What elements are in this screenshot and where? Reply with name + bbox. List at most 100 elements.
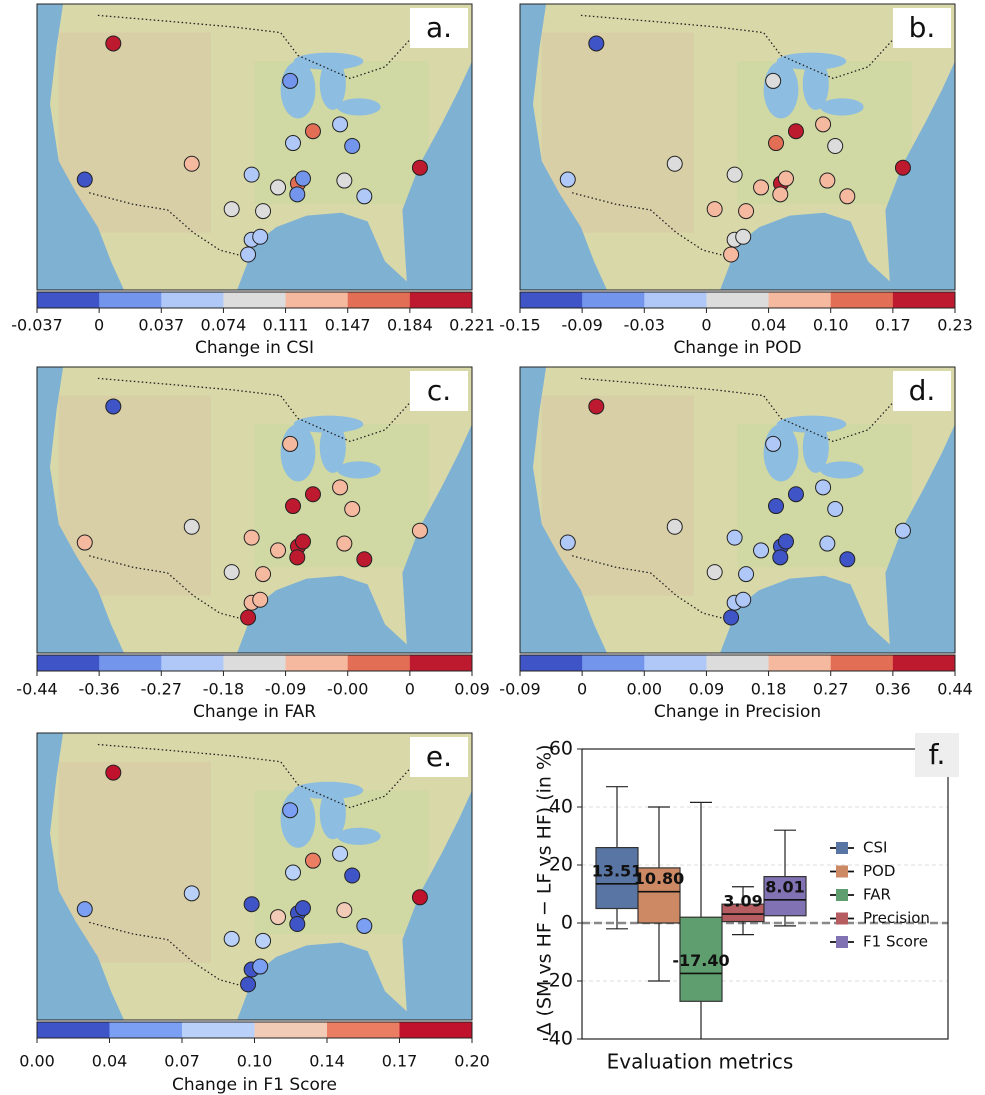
legend-swatch — [836, 936, 848, 948]
legend-swatch — [836, 842, 848, 854]
station-dot — [736, 592, 751, 607]
panel-label: a. — [426, 11, 452, 44]
station-dot — [788, 124, 803, 139]
colorbar-tick-label: 0.184 — [387, 316, 433, 335]
station-dot — [337, 903, 352, 918]
lake — [764, 61, 799, 118]
figure: a.-0.03700.0370.0740.1110.1470.1840.221C… — [0, 0, 985, 1095]
colorbar-bin — [37, 655, 100, 671]
colorbar-label: Change in Precision — [654, 702, 821, 722]
station-dot — [560, 535, 575, 550]
lake — [337, 461, 381, 478]
station-dot — [754, 180, 769, 195]
station-dot — [244, 167, 259, 182]
median-label: -17.40 — [672, 951, 729, 970]
colorbar-tick-label: 0.00 — [626, 680, 662, 699]
station-dot — [589, 399, 604, 414]
legend-label: POD — [863, 862, 895, 880]
colorbar-bin — [893, 655, 956, 671]
station-dot — [106, 765, 121, 780]
colorbar-bin — [644, 292, 707, 308]
colorbar-tick-label: 0.17 — [875, 316, 911, 335]
colorbar-bin — [99, 655, 162, 671]
colorbar-bin — [37, 292, 100, 308]
colorbar-tick-label: -0.09 — [499, 680, 540, 699]
station-dot — [295, 171, 310, 186]
station-dot — [727, 530, 742, 545]
station-dot — [283, 803, 298, 818]
colorbar-bin — [286, 292, 349, 308]
colorbar-bin — [769, 292, 832, 308]
colorbar-bin — [182, 1022, 255, 1038]
colorbar-tick-label: -0.03 — [624, 316, 665, 335]
legend-label: FAR — [863, 886, 891, 904]
colorbar-bin — [520, 655, 583, 671]
station-dot — [271, 180, 286, 195]
colorbar-bin — [831, 292, 894, 308]
station-dot — [560, 172, 575, 187]
station-dot — [290, 550, 305, 565]
colorbar-bin — [410, 655, 473, 671]
colorbar-bin — [348, 655, 411, 671]
median-label: 8.01 — [765, 877, 804, 896]
station-dot — [286, 136, 301, 151]
station-dot — [707, 565, 722, 580]
station-dot — [244, 530, 259, 545]
colorbar-bin — [223, 655, 286, 671]
legend-label: CSI — [863, 839, 887, 857]
station-dot — [77, 172, 92, 187]
panel-label: e. — [426, 740, 452, 773]
colorbar-tick-label: 0.09 — [689, 680, 725, 699]
colorbar-label: Change in FAR — [193, 702, 316, 722]
station-dot — [283, 73, 298, 88]
lake — [294, 782, 364, 799]
station-dot — [224, 202, 239, 217]
colorbar-tick-label: 0.04 — [92, 1052, 128, 1071]
colorbar-tick-label: 0.111 — [263, 316, 309, 335]
colorbar-bin — [400, 1022, 473, 1038]
station-dot — [253, 229, 268, 244]
colorbar-bin — [706, 655, 769, 671]
station-dot — [224, 931, 239, 946]
colorbar-tick-label: -0.09 — [265, 680, 306, 699]
station-dot — [305, 124, 320, 139]
station-dot — [828, 502, 843, 517]
station-dot — [333, 117, 348, 132]
median-label: 10.80 — [634, 869, 685, 888]
station-dot — [828, 139, 843, 154]
colorbar-tick-label: 0.36 — [875, 680, 911, 699]
station-dot — [295, 901, 310, 916]
colorbar-tick-label: 0.147 — [325, 316, 371, 335]
station-dot — [736, 229, 751, 244]
colorbar-bin — [255, 1022, 328, 1038]
lake — [820, 98, 864, 115]
colorbar-tick-label: 0 — [94, 316, 104, 335]
lake — [281, 424, 316, 481]
panel-label: c. — [427, 374, 451, 407]
colorbar-label: Change in CSI — [195, 338, 314, 358]
colorbar-bin — [893, 292, 956, 308]
station-dot — [724, 610, 739, 625]
station-dot — [77, 902, 92, 917]
colorbar-bin — [410, 292, 473, 308]
station-dot — [816, 480, 831, 495]
colorbar-tick-label: 0.44 — [937, 680, 973, 699]
colorbar-bin — [110, 1022, 183, 1038]
colorbar-tick-label: 0.07 — [164, 1052, 200, 1071]
station-dot — [184, 886, 199, 901]
colorbar-tick-label: 0.23 — [937, 316, 973, 335]
station-dot — [773, 550, 788, 565]
station-dot — [224, 565, 239, 580]
legend-label: F1 Score — [863, 933, 928, 951]
station-dot — [766, 73, 781, 88]
lake — [337, 828, 381, 845]
colorbar-tick-label: -0.09 — [561, 316, 602, 335]
colorbar-tick-label: 0.10 — [813, 316, 849, 335]
colorbar-tick-label: -0.037 — [11, 316, 63, 335]
colorbar-tick-label: -0.27 — [141, 680, 182, 699]
y-tick-label: 0 — [561, 912, 573, 934]
station-dot — [184, 519, 199, 534]
station-dot — [724, 247, 739, 262]
station-dot — [412, 890, 427, 905]
panel-label: b. — [909, 11, 936, 44]
